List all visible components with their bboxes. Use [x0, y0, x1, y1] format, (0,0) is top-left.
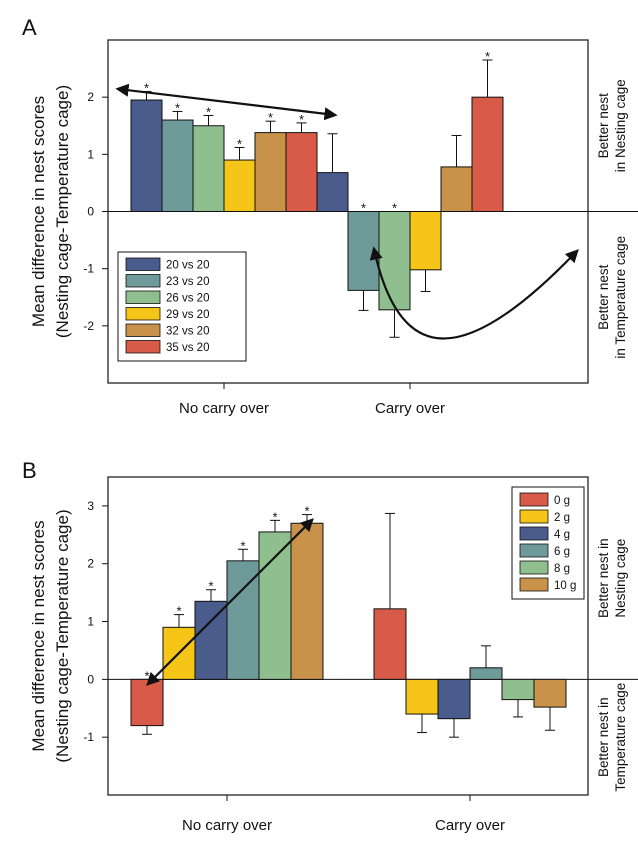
bar: [130, 99, 163, 212]
side-label-bottom: Temperature cage: [613, 683, 628, 792]
y-axis-title: Mean difference in nest scores: [29, 96, 48, 327]
legend-label: 8 g: [554, 563, 570, 575]
bar: [440, 166, 473, 213]
bar: [194, 600, 228, 680]
y-axis-subtitle: (Nesting cage-Temperature cage): [53, 509, 72, 762]
legend-label: 35 vs 20: [166, 342, 209, 354]
legend-label: 0 g: [554, 495, 570, 507]
legend-swatch: [125, 257, 161, 271]
side-label-top: in Nesting cage: [613, 79, 628, 172]
significance-mark: *: [485, 49, 490, 64]
significance-mark: *: [208, 579, 213, 594]
significance-mark: *: [268, 110, 273, 125]
trend-arrow: [369, 246, 579, 340]
bar: [316, 172, 349, 212]
legend-swatch: [125, 307, 161, 321]
significance-mark: *: [144, 668, 149, 683]
bar: [373, 608, 407, 680]
x-category-label: No carry over: [182, 817, 272, 834]
legend-label: 4 g: [554, 529, 570, 541]
bar: [192, 125, 225, 212]
legend-swatch: [125, 340, 161, 354]
legend-swatch: [519, 543, 549, 558]
legend-swatch: [125, 274, 161, 288]
legend-label: 32 vs 20: [166, 326, 209, 338]
y-tick-label: 2: [87, 90, 94, 104]
bar: [258, 531, 292, 680]
significance-mark: *: [299, 112, 304, 127]
panel-label: A: [22, 15, 37, 40]
significance-mark: *: [392, 201, 397, 216]
y-tick-label: 3: [87, 499, 94, 513]
side-label-top: Better nest: [596, 93, 611, 159]
legend-label: 6 g: [554, 546, 570, 558]
legend-swatch: [519, 560, 549, 575]
bar: [130, 678, 164, 727]
chart-panel-b: B -1 0 1 2 3 Mean difference in nest scores (Ne…: [22, 458, 638, 834]
legend-label: 20 vs 20: [166, 260, 209, 272]
x-category-label: Carry over: [435, 817, 505, 834]
bar: [533, 678, 567, 708]
bar: [437, 678, 471, 720]
significance-mark: *: [176, 604, 181, 619]
legend-label: 26 vs 20: [166, 293, 209, 305]
significance-mark: *: [206, 104, 211, 119]
side-label-bottom: in Temperature cage: [613, 236, 628, 359]
x-category-label: Carry over: [375, 400, 445, 417]
bar: [223, 159, 256, 213]
y-tick-label: -1: [83, 730, 94, 744]
significance-mark: *: [237, 136, 242, 151]
legend-label: 23 vs 20: [166, 276, 209, 288]
bar: [405, 678, 439, 715]
bar: [409, 211, 442, 271]
trend-arrow: [146, 518, 314, 686]
legend-swatch: [519, 492, 549, 507]
chart-panel-a: A -2 -1 0 1 2 Mean difference in nest scores (N…: [22, 15, 638, 417]
y-tick-label: 0: [87, 205, 94, 219]
side-label-top: Nesting cage: [613, 539, 628, 618]
significance-mark: *: [272, 509, 277, 524]
bar: [290, 522, 324, 680]
legend-swatch: [519, 509, 549, 524]
legend-swatch: [125, 290, 161, 304]
significance-mark: *: [240, 538, 245, 553]
legend-label: 10 g: [554, 580, 576, 592]
y-tick-label: 2: [87, 557, 94, 571]
side-label-bottom: Better nest: [596, 264, 611, 330]
y-tick-label: 0: [87, 672, 94, 686]
legend: 0 g 2 g 4 g 6 g 8 g 10 g: [511, 486, 585, 600]
legend-swatch: [125, 323, 161, 337]
significance-mark: *: [304, 504, 309, 519]
legend-label: 2 g: [554, 512, 570, 524]
bar: [471, 96, 504, 212]
legend-swatch: [519, 577, 549, 592]
bar: [469, 667, 503, 680]
y-tick-label: -2: [83, 319, 94, 333]
legend-swatch: [519, 526, 549, 541]
bar: [501, 678, 535, 701]
bar: [161, 119, 194, 212]
side-label-bottom: Better nest in: [596, 697, 611, 777]
y-axis-title: Mean difference in nest scores: [29, 520, 48, 751]
x-category-label: No carry over: [179, 400, 269, 417]
y-tick-label: 1: [87, 615, 94, 629]
y-axis-subtitle: (Nesting cage-Temperature cage): [53, 85, 72, 338]
y-tick-label: 1: [87, 147, 94, 161]
legend-label: 29 vs 20: [166, 309, 209, 321]
trend-arrow: [115, 83, 338, 121]
side-label-top: Better nest in: [596, 538, 611, 618]
bar: [254, 132, 287, 212]
panel-label: B: [22, 458, 37, 483]
significance-mark: *: [175, 100, 180, 115]
bar: [378, 211, 411, 311]
bar: [285, 132, 318, 212]
legend: 20 vs 20 23 vs 20 26 vs 20 29 vs 20 32 vs 20…: [117, 251, 247, 362]
significance-mark: *: [361, 201, 366, 216]
y-tick-label: -1: [83, 262, 94, 276]
plot-frame: [107, 476, 589, 796]
